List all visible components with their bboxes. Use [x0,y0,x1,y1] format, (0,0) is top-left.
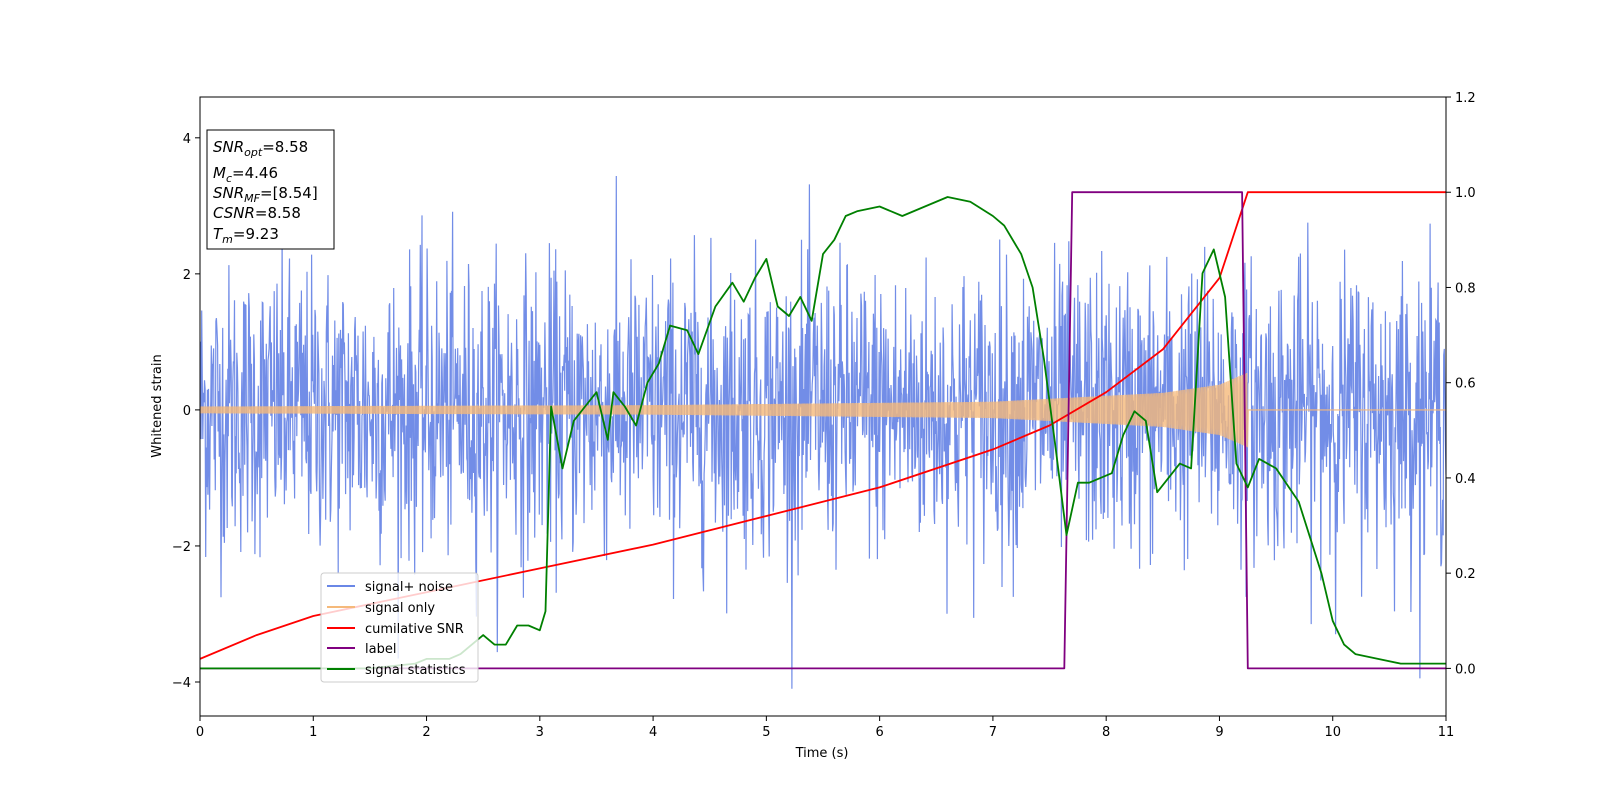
x-axis-ticks: 0 1 2 3 4 5 6 7 8 9 10 11 [196,716,1454,740]
signal-statistics-line [200,196,1446,670]
legend-frame [320,572,479,683]
y2-tick-label: 0.0 [1455,662,1476,677]
series-label [200,191,1446,670]
x-tick-label: 0 [196,725,204,740]
legend-item-signal-noise: signal+ noise [327,580,453,595]
legend-label-signal-statistics: signal statistics [365,663,466,678]
y-tick-label: 4 [183,132,191,147]
x-tick-label: 5 [762,725,770,740]
x-tick-label: 8 [1102,725,1110,740]
y2-tick-label: 0.6 [1455,377,1476,392]
y-tick-label: 0 [183,404,191,419]
x-tick-label: 1 [309,725,317,740]
info-mc: Mc=4.46 [213,164,278,185]
plot-frame [199,96,1447,717]
y-tick-label: −4 [172,676,191,691]
series-signal-statistics [200,196,1446,670]
series-signal-only [200,372,1446,448]
x-tick-label: 3 [536,725,544,740]
y2-tick-label: 1.2 [1455,91,1476,106]
signal-noise-line [200,175,1446,689]
legend-label-cumulative-snr: cumilative SNR [365,622,464,637]
y-axis-label: Whitened strain [150,354,165,457]
legend-label-label: label [365,642,396,657]
x-tick-label: 2 [422,725,430,740]
info-box-frame [206,129,335,250]
y2-tick-label: 0.2 [1455,567,1476,582]
x-tick-label: 4 [649,725,657,740]
y2-tick-label: 0.4 [1455,472,1476,487]
legend-item-cumulative-snr: cumilative SNR [327,622,464,637]
legend-label-signal-noise: signal+ noise [365,580,453,595]
x-tick-label: 11 [1438,725,1455,740]
y-tick-label: 2 [183,268,191,283]
label-line [200,191,1446,670]
x-tick-label: 7 [989,725,997,740]
legend-item-signal-statistics: signal statistics [327,663,466,678]
info-box: SNRopt=8.58 Mc=4.46 SNRMF=[8.54] CSNR=8.… [206,129,335,250]
x-tick-label: 6 [875,725,883,740]
legend-item-label: label [327,642,396,657]
legend: signal+ noise signal only cumilative SNR… [320,572,479,683]
x-axis-label: Time (s) [795,746,849,761]
y2-tick-label: 0.8 [1455,281,1476,296]
legend-label-signal-only: signal only [365,601,435,616]
legend-item-signal-only: signal only [327,601,435,616]
y-tick-label: −2 [172,540,191,555]
info-csnr: CSNR=8.58 [213,204,301,222]
series-signal-noise [200,175,1446,689]
info-tm: Tm=9.23 [213,225,279,246]
signal-only-line [200,372,1446,448]
x-tick-label: 10 [1324,725,1341,740]
y2-tick-label: 1.0 [1455,186,1476,201]
y2-axis-ticks: 0.0 0.2 0.4 0.6 0.8 1.0 1.2 [1446,91,1476,677]
x-tick-label: 9 [1215,725,1223,740]
y-axis-ticks: −4 −2 0 2 4 [172,132,200,691]
info-snr-opt: SNRopt=8.58 [213,138,308,159]
info-snr-mf: SNRMF=[8.54] [213,184,318,205]
